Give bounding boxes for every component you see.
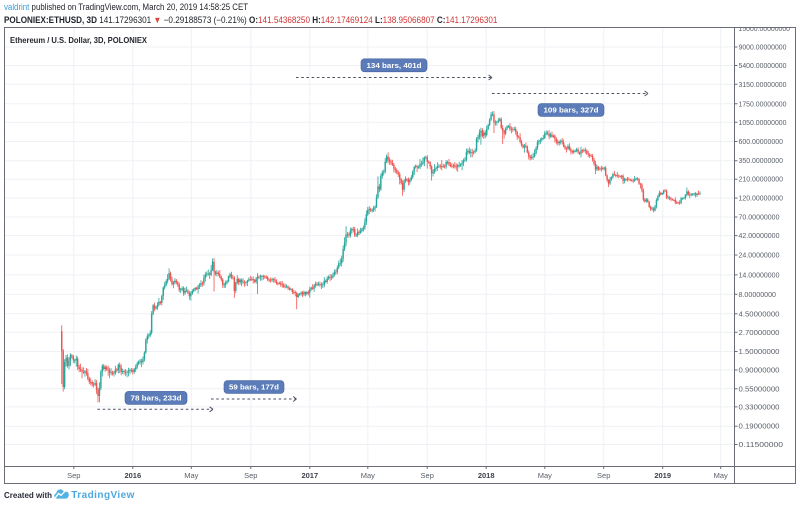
svg-text:2016: 2016	[124, 471, 141, 480]
svg-text:1050.00000000: 1050.00000000	[739, 120, 787, 127]
svg-text:May: May	[184, 471, 198, 480]
svg-text:4.50000000: 4.50000000	[739, 311, 780, 318]
svg-text:Ethereum / U.S. Dollar, 3D, PO: Ethereum / U.S. Dollar, 3D, POLONIEX	[10, 35, 147, 45]
svg-text:Sep: Sep	[597, 471, 610, 480]
svg-text:2019: 2019	[654, 471, 671, 480]
svg-text:5400.00000000: 5400.00000000	[739, 63, 787, 70]
svg-text:134 bars, 401d: 134 bars, 401d	[367, 61, 422, 70]
svg-text:120.00000000: 120.00000000	[739, 196, 784, 203]
svg-text:1750.00000000: 1750.00000000	[739, 101, 787, 108]
svg-text:600.00000000: 600.00000000	[739, 139, 784, 146]
svg-text:May: May	[361, 471, 375, 480]
svg-text:109 bars, 327d: 109 bars, 327d	[544, 106, 599, 115]
svg-text:3150.00000000: 3150.00000000	[739, 82, 787, 89]
svg-text:2018: 2018	[478, 471, 495, 480]
svg-text:0.19000000: 0.19000000	[739, 424, 780, 431]
svg-text:15000.00000000: 15000.00000000	[739, 26, 791, 33]
svg-text:8.00000000: 8.00000000	[739, 292, 777, 299]
svg-text:0.33000000: 0.33000000	[739, 404, 780, 411]
svg-text:2017: 2017	[301, 471, 318, 480]
svg-text:Sep: Sep	[67, 471, 80, 480]
svg-text:Sep: Sep	[421, 471, 434, 480]
svg-text:0.11500000: 0.11500000	[739, 442, 784, 449]
svg-text:14.00000000: 14.00000000	[739, 272, 780, 279]
svg-text:0.55000000: 0.55000000	[739, 386, 780, 393]
svg-text:59 bars, 177d: 59 bars, 177d	[229, 383, 279, 392]
svg-text:2.70000000: 2.70000000	[739, 330, 780, 337]
svg-text:350.00000000: 350.00000000	[739, 158, 784, 165]
svg-text:42.00000000: 42.00000000	[739, 233, 780, 240]
svg-text:May: May	[714, 471, 728, 480]
svg-text:Sep: Sep	[244, 471, 257, 480]
svg-text:70.00000000: 70.00000000	[739, 215, 780, 222]
svg-text:May: May	[538, 471, 552, 480]
svg-text:24.00000000: 24.00000000	[739, 253, 780, 260]
svg-text:0.90000000: 0.90000000	[739, 368, 780, 375]
svg-text:78 bars, 233d: 78 bars, 233d	[131, 394, 182, 403]
svg-text:9000.00000000: 9000.00000000	[739, 45, 787, 52]
svg-text:1.50000000: 1.50000000	[739, 349, 780, 356]
svg-text:210.00000000: 210.00000000	[739, 177, 784, 184]
